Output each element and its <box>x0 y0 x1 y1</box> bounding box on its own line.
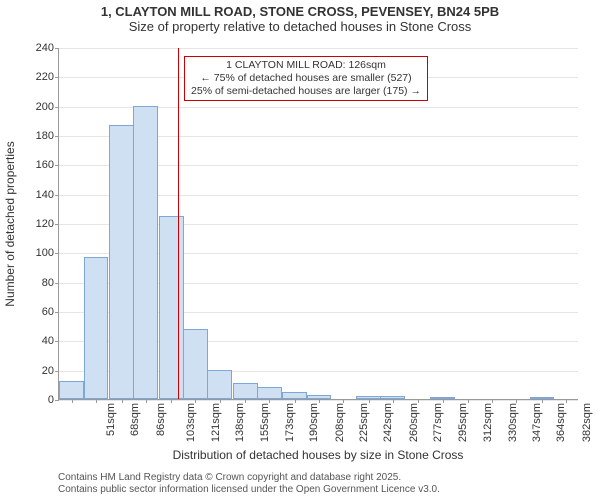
x-tick-mark <box>319 399 320 403</box>
y-tick-label: 40 <box>42 335 59 347</box>
x-tick-mark <box>369 399 370 403</box>
x-tick-mark <box>343 399 344 403</box>
x-tick-mark <box>542 399 543 403</box>
x-tick-label: 312sqm <box>482 403 494 442</box>
y-tick-label: 200 <box>36 101 59 113</box>
y-tick-label: 20 <box>42 365 59 377</box>
x-tick-mark <box>418 399 419 403</box>
x-tick-mark <box>195 399 196 403</box>
x-tick-label: 277sqm <box>432 403 444 442</box>
x-tick-label: 103sqm <box>185 403 197 442</box>
y-tick-label: 100 <box>36 247 59 259</box>
chart-title-line1: 1, CLAYTON MILL ROAD, STONE CROSS, PEVEN… <box>0 4 600 19</box>
x-tick-label: 260sqm <box>408 403 420 442</box>
x-tick-label: 86sqm <box>155 403 167 436</box>
x-tick-label: 173sqm <box>284 403 296 442</box>
x-tick-mark <box>295 399 296 403</box>
y-tick-label: 80 <box>42 277 59 289</box>
x-tick-label: 347sqm <box>531 403 543 442</box>
footer-line2: Contains public sector information licen… <box>58 484 440 496</box>
x-tick-label: 51sqm <box>105 403 117 436</box>
x-tick-mark <box>122 399 123 403</box>
histogram-bar <box>133 106 158 399</box>
x-tick-mark <box>468 399 469 403</box>
y-tick-label: 0 <box>48 394 59 406</box>
y-axis-label: Number of detached properties <box>3 141 17 306</box>
footer-attribution: Contains HM Land Registry data © Crown c… <box>58 472 440 496</box>
plot-area: 02040608010012014016018020022024051sqm68… <box>58 48 578 400</box>
x-tick-mark <box>516 399 517 403</box>
annotation-line: ← 75% of detached houses are smaller (52… <box>191 72 421 85</box>
x-tick-label: 155sqm <box>259 403 271 442</box>
histogram-bar <box>257 387 282 399</box>
y-tick-label: 220 <box>36 71 59 83</box>
histogram-bar <box>159 216 184 399</box>
chart-container: 1, CLAYTON MILL ROAD, STONE CROSS, PEVEN… <box>0 4 600 500</box>
x-tick-mark <box>269 399 270 403</box>
x-tick-label: 190sqm <box>308 403 320 442</box>
histogram-bar <box>207 370 232 399</box>
y-tick-label: 240 <box>36 42 59 54</box>
y-tick-label: 140 <box>36 189 59 201</box>
x-tick-mark <box>220 399 221 403</box>
x-tick-mark <box>72 399 73 403</box>
x-tick-label: 364sqm <box>556 403 568 442</box>
x-tick-label: 225sqm <box>358 403 370 442</box>
histogram-bar <box>109 125 134 399</box>
y-tick-label: 60 <box>42 306 59 318</box>
x-tick-mark <box>245 399 246 403</box>
annotation-box: 1 CLAYTON MILL ROAD: 126sqm← 75% of deta… <box>184 56 428 101</box>
histogram-bar <box>282 392 307 399</box>
x-tick-mark <box>443 399 444 403</box>
annotation-line: 1 CLAYTON MILL ROAD: 126sqm <box>191 59 421 72</box>
histogram-bar <box>233 383 258 399</box>
histogram-bar <box>183 329 208 399</box>
reference-line <box>178 48 179 399</box>
x-tick-mark <box>393 399 394 403</box>
annotation-line: 25% of semi-detached houses are larger (… <box>191 85 421 98</box>
y-tick-label: 160 <box>36 159 59 171</box>
x-tick-mark <box>171 399 172 403</box>
x-tick-mark <box>566 399 567 403</box>
grid-line <box>59 48 578 49</box>
chart-title-line2: Size of property relative to detached ho… <box>0 19 600 34</box>
x-tick-mark <box>146 399 147 403</box>
histogram-bar <box>307 395 332 399</box>
histogram-bar <box>84 257 109 399</box>
x-axis-label: Distribution of detached houses by size … <box>173 448 464 462</box>
x-tick-label: 208sqm <box>334 403 346 442</box>
x-tick-mark <box>96 399 97 403</box>
footer-line1: Contains HM Land Registry data © Crown c… <box>58 472 440 484</box>
y-tick-label: 120 <box>36 218 59 230</box>
x-tick-label: 242sqm <box>382 403 394 442</box>
x-tick-label: 295sqm <box>458 403 470 442</box>
x-tick-label: 330sqm <box>507 403 519 442</box>
x-tick-mark <box>492 399 493 403</box>
histogram-bar <box>59 381 84 399</box>
x-tick-label: 138sqm <box>235 403 247 442</box>
histogram-bar <box>356 396 381 399</box>
x-tick-label: 382sqm <box>581 403 593 442</box>
histogram-bar <box>380 396 405 399</box>
x-tick-label: 68sqm <box>129 403 141 436</box>
y-tick-label: 180 <box>36 130 59 142</box>
x-tick-label: 121sqm <box>210 403 222 442</box>
histogram-bar <box>530 397 555 399</box>
histogram-bar <box>430 397 455 399</box>
